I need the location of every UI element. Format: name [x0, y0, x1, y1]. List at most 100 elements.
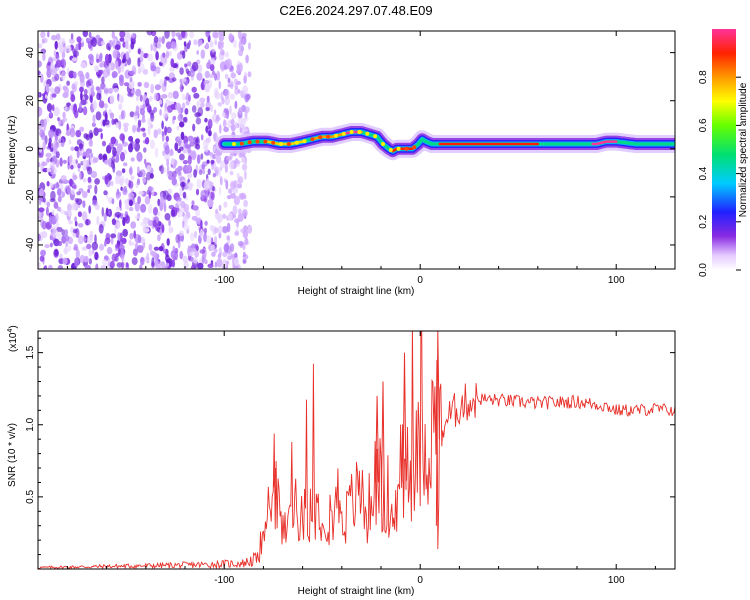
noise-speckle [200, 219, 203, 229]
noise-speckle [54, 40, 58, 50]
noise-speckle [243, 199, 249, 208]
noise-speckle [38, 43, 43, 49]
snr-plot-area [38, 331, 675, 569]
noise-speckle [195, 188, 200, 196]
noise-speckle [213, 109, 217, 115]
noise-speckle [161, 132, 165, 142]
noise-speckle [236, 68, 242, 74]
noise-speckle [189, 70, 195, 78]
noise-speckle [105, 232, 111, 240]
snr-spike [402, 352, 407, 490]
noise-speckle [100, 132, 103, 140]
noise-speckle [92, 114, 96, 124]
noise-speckle [237, 176, 244, 184]
noise-speckle [70, 33, 74, 40]
noise-speckle [88, 139, 94, 147]
noise-speckle [123, 262, 127, 267]
noise-speckle [189, 31, 195, 39]
noise-speckle [214, 227, 219, 234]
noise-speckle [85, 148, 93, 154]
noise-speckle [100, 40, 106, 46]
noise-speckle [189, 251, 194, 257]
noise-speckle [244, 170, 247, 180]
noise-speckle [196, 72, 203, 81]
noise-speckle [103, 212, 107, 222]
noise-speckle [227, 213, 233, 221]
noise-speckle [147, 117, 152, 127]
noise-speckle [79, 126, 85, 132]
noise-speckle [67, 210, 73, 217]
noise-speckle [191, 61, 199, 72]
noise-speckle [165, 51, 170, 59]
noise-speckle [246, 224, 253, 234]
x-tick-label: 0 [417, 575, 423, 586]
noise-speckle [115, 243, 120, 249]
noise-speckle [55, 53, 60, 60]
noise-speckle [45, 206, 49, 216]
noise-speckle [236, 64, 241, 70]
noise-speckle [144, 196, 151, 205]
noise-speckle [195, 117, 202, 125]
noise-speckle [130, 175, 135, 181]
noise-speckle [62, 111, 66, 119]
noise-speckle [77, 235, 84, 245]
noise-speckle [202, 169, 206, 175]
noise-speckle [128, 167, 133, 175]
ridge-spot [373, 134, 378, 139]
noise-speckle [92, 157, 99, 163]
noise-speckle [185, 164, 191, 173]
noise-speckle [83, 236, 86, 244]
noise-speckle [170, 250, 176, 259]
noise-speckle [184, 142, 188, 149]
noise-speckle [107, 209, 111, 216]
noise-speckle [59, 157, 63, 167]
noise-speckle [167, 170, 174, 181]
noise-speckle [50, 62, 55, 70]
noise-speckle [79, 171, 82, 181]
noise-speckle [42, 52, 46, 61]
noise-speckle [57, 195, 62, 203]
noise-speckle [68, 38, 75, 44]
noise-speckle [104, 53, 110, 64]
noise-speckle [98, 100, 105, 109]
noise-speckle [196, 178, 202, 189]
noise-speckle [218, 168, 221, 179]
noise-speckle [69, 127, 76, 138]
noise-speckle [115, 174, 121, 185]
noise-speckle [88, 248, 92, 257]
noise-speckle [112, 50, 118, 59]
noise-speckle [204, 83, 210, 93]
noise-speckle [121, 168, 126, 174]
noise-speckle [138, 62, 145, 73]
noise-speckle [109, 95, 115, 105]
noise-speckle [61, 229, 66, 236]
noise-speckle [209, 152, 214, 157]
noise-speckle [110, 233, 117, 239]
noise-speckle [121, 58, 125, 64]
noise-speckle [51, 93, 57, 98]
noise-speckle [54, 213, 59, 223]
noise-speckle [122, 162, 128, 167]
noise-speckle [76, 36, 82, 43]
noise-speckle [183, 224, 190, 231]
noise-speckle [244, 106, 250, 113]
ridge-spot [247, 140, 252, 145]
noise-speckle [51, 104, 55, 112]
noise-speckle [181, 102, 186, 109]
noise-speckle [164, 213, 171, 221]
noise-speckle [96, 215, 100, 226]
noise-speckle [232, 205, 238, 216]
noise-speckle [66, 123, 69, 131]
y-tick-label: 1.0 [25, 417, 36, 431]
noise-speckle [64, 105, 67, 111]
noise-speckle [248, 42, 251, 50]
noise-speckle [205, 107, 210, 112]
snr-spike [435, 331, 440, 526]
noise-speckle [187, 155, 192, 165]
noise-speckle [165, 135, 169, 143]
noise-speckle [200, 229, 204, 239]
noise-speckle [53, 50, 57, 57]
noise-speckle [125, 51, 130, 60]
noise-speckle [50, 190, 56, 201]
noise-speckle [76, 198, 83, 205]
